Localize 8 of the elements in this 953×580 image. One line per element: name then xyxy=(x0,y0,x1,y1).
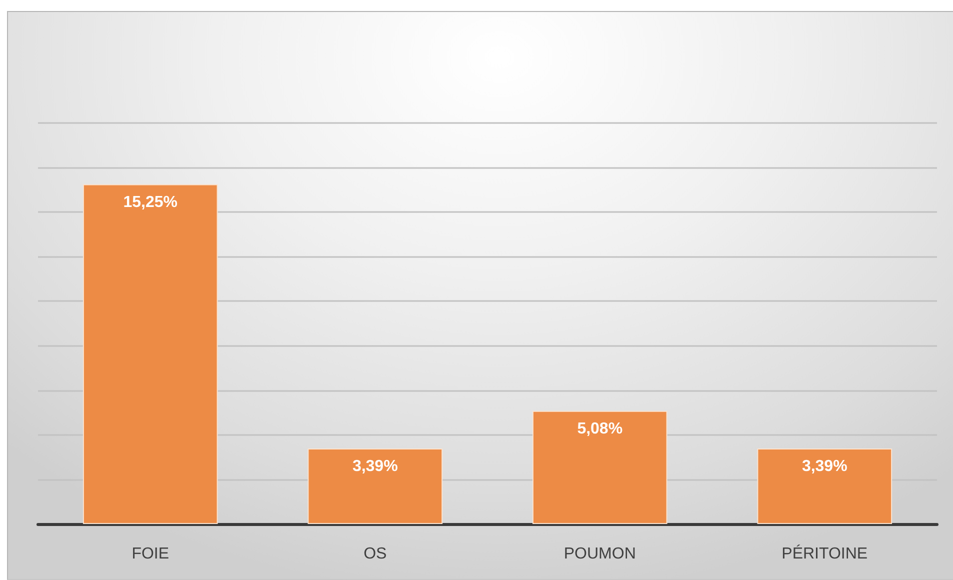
x-tick-label: PÉRITOINE xyxy=(782,544,868,562)
data-label: 15,25% xyxy=(123,194,178,211)
x-tick-label: OS xyxy=(364,546,387,562)
x-tick-label: POUMON xyxy=(564,546,636,562)
data-label: 3,39% xyxy=(802,458,848,475)
data-label: 3,39% xyxy=(352,458,398,475)
data-label: 5,08% xyxy=(577,420,623,438)
x-tick-label: FOIE xyxy=(132,546,170,562)
